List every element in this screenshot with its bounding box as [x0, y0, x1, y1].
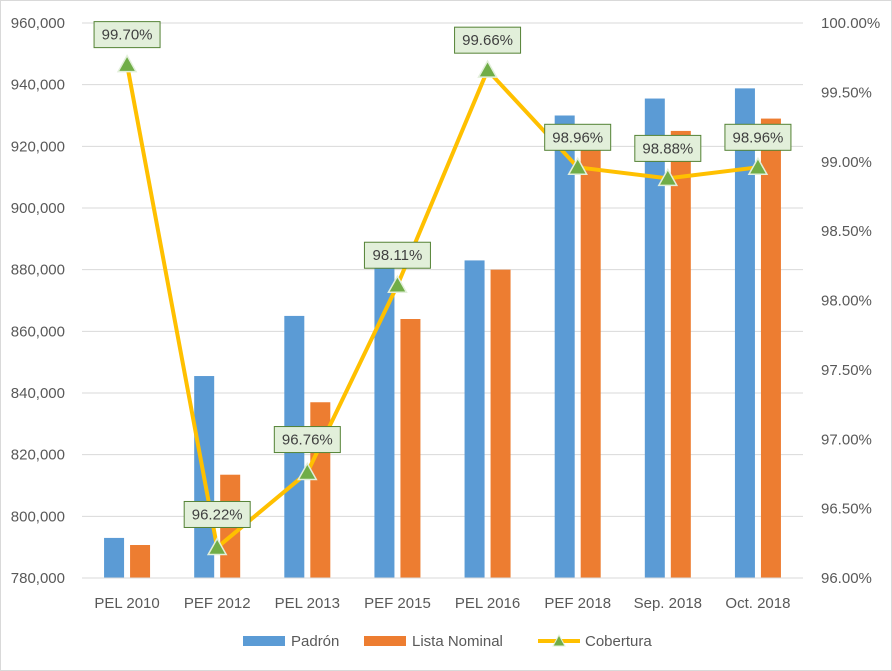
- legend-item-padron: Padrón: [243, 633, 339, 650]
- bar: [644, 98, 665, 579]
- right-tick-label: 99.50%: [821, 84, 872, 101]
- category-label: PEF 2012: [184, 595, 251, 612]
- left-tick-label: 960,000: [11, 15, 65, 32]
- triangle-marker: [387, 274, 408, 293]
- legend-swatch: [364, 636, 406, 646]
- data-label-text: 96.76%: [282, 432, 333, 449]
- data-label-text: 98.11%: [373, 247, 423, 264]
- data-label: 98.88%: [634, 134, 702, 162]
- bar: [580, 146, 601, 579]
- right-tick-label: 96.00%: [821, 570, 872, 587]
- data-label-box: [544, 123, 612, 151]
- triangle-marker: [657, 167, 679, 187]
- category-label: PEF 2018: [544, 595, 611, 612]
- left-tick-label: 800,000: [11, 508, 65, 525]
- left-tick-label: 940,000: [11, 77, 65, 94]
- legend-item-cobertura: Cobertura: [538, 633, 652, 650]
- bar: [104, 537, 125, 578]
- right-axis-ticks: 96.00% 96.50% 97.00% 97.50% 98.00% 98.50% 99.0…: [821, 15, 880, 587]
- right-tick-label: 99.00%: [821, 154, 872, 171]
- bar: [760, 118, 781, 578]
- gridlines: [82, 22, 803, 579]
- bar: [490, 269, 511, 578]
- category-label: Oct. 2018: [725, 595, 790, 612]
- data-label-box: [93, 21, 161, 49]
- left-tick-label: 880,000: [11, 262, 65, 279]
- bar: [670, 130, 691, 578]
- triangle-marker: [116, 54, 138, 73]
- data-label: 99.70%: [93, 21, 161, 49]
- bar-series-lista-nominal: [130, 118, 781, 579]
- category-labels: PEL 2010 PEF 2012 PEL 2013 PEF 2015 PEL 2016…: [94, 595, 790, 612]
- left-tick-label: 920,000: [11, 138, 65, 155]
- right-tick-label: 98.00%: [821, 293, 872, 310]
- triangle-marker: [206, 536, 228, 556]
- legend-marker: [552, 633, 566, 647]
- right-tick-label: 97.50%: [821, 362, 872, 379]
- right-tick-label: 96.50%: [821, 501, 872, 518]
- category-label: PEL 2010: [94, 595, 159, 612]
- left-axis-ticks: 780,000 800,000 820,000 840,000 860,000 880,0…: [11, 15, 65, 587]
- left-tick-label: 860,000: [11, 323, 65, 340]
- triangle-marker: [297, 462, 318, 481]
- legend-label: Lista Nominal: [412, 633, 503, 650]
- bar: [464, 260, 485, 578]
- category-label: Sep. 2018: [634, 595, 702, 612]
- legend-swatch: [243, 636, 285, 646]
- data-label-text: 98.88%: [642, 140, 693, 157]
- legend: Padrón Lista Nominal Cobertura: [243, 633, 652, 650]
- left-tick-label: 820,000: [11, 447, 65, 464]
- data-label-box: [724, 123, 792, 151]
- bar: [554, 115, 575, 578]
- data-label-box: [363, 241, 431, 269]
- data-label: 98.11%: [363, 241, 431, 269]
- right-tick-label: 100.00%: [821, 15, 880, 32]
- legend-item-lista-nominal: Lista Nominal: [364, 633, 503, 650]
- data-label-box: [634, 134, 702, 162]
- triangle-marker: [567, 156, 588, 176]
- bar: [374, 268, 395, 578]
- legend-label: Cobertura: [585, 633, 652, 650]
- category-label: PEL 2013: [275, 595, 340, 612]
- right-tick-label: 97.00%: [821, 431, 872, 448]
- data-label-box: [183, 500, 251, 528]
- data-label-box: [454, 26, 522, 54]
- data-label-text: 98.96%: [733, 129, 784, 146]
- triangle-marker: [747, 156, 769, 176]
- data-label: 99.66%: [454, 26, 522, 54]
- bar: [130, 545, 151, 578]
- data-label: 96.76%: [273, 426, 341, 454]
- left-tick-label: 900,000: [11, 200, 65, 217]
- data-label: 98.96%: [724, 123, 792, 151]
- data-label-text: 99.70%: [102, 27, 153, 44]
- left-tick-label: 780,000: [11, 570, 65, 587]
- category-label: PEF 2015: [364, 595, 431, 612]
- left-tick-label: 840,000: [11, 385, 65, 402]
- data-label: 98.96%: [544, 123, 612, 151]
- data-label-text: 98.96%: [552, 129, 603, 146]
- legend-label: Padrón: [291, 633, 339, 650]
- data-labels: 99.70% 96.22% 96.76% 98.11% 99.66% 98.96% 98.8…: [93, 21, 792, 528]
- data-label-text: 96.22%: [192, 506, 243, 523]
- triangle-marker: [477, 59, 498, 78]
- category-label: PEL 2016: [455, 595, 520, 612]
- data-label-box: [273, 426, 341, 454]
- data-label: 96.22%: [183, 500, 251, 528]
- bar: [734, 88, 755, 578]
- cobertura-markers: [116, 54, 769, 556]
- bar: [400, 319, 421, 578]
- data-label-text: 99.66%: [462, 32, 513, 49]
- right-tick-label: 98.50%: [821, 223, 872, 240]
- cobertura-line: [125, 64, 759, 550]
